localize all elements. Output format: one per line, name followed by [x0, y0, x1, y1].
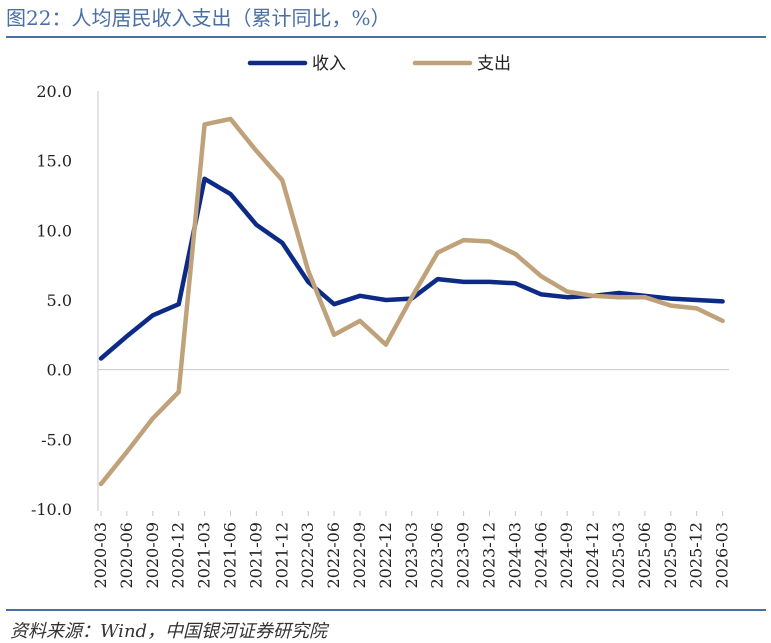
footer-rule	[6, 609, 766, 611]
x-tick-label: 2023-03	[402, 522, 421, 588]
y-tick-label: 20.0	[36, 82, 72, 101]
x-tick-label: 2024-09	[557, 522, 576, 588]
x-tick-label: 2020-06	[117, 522, 136, 588]
x-tick-label: 2024-06	[531, 522, 550, 588]
x-tick-label: 2021-09	[246, 522, 265, 588]
x-tick-label: 2022-12	[376, 522, 395, 588]
x-tick-label: 2022-03	[298, 522, 317, 588]
legend-label-income: 收入	[312, 54, 346, 74]
x-tick-label: 2024-12	[583, 522, 602, 588]
x-tick-label: 2025-06	[635, 522, 654, 588]
y-tick-label: 10.0	[36, 221, 72, 240]
series-line-income	[101, 179, 723, 359]
source-note: 资料来源：Wind，中国银河证券研究院	[10, 617, 327, 643]
x-tick-label: 2020-09	[143, 522, 162, 588]
x-tick-label: 2021-03	[195, 522, 214, 588]
x-tick-label: 2025-12	[687, 522, 706, 588]
x-tick-label: 2022-06	[324, 522, 343, 588]
x-tick-label: 2021-06	[221, 522, 240, 588]
y-axis: 20.0 15.0 10.0 5.0 0.0 -5.0 -10.0	[31, 82, 98, 519]
legend-label-expense: 支出	[477, 54, 511, 74]
series-group	[101, 119, 723, 484]
series-line-expense	[101, 119, 723, 484]
x-axis: 2020-03 2020-06 2020-09 2020-12 2021-03 2021-…	[91, 370, 732, 589]
x-tick-label: 2024-03	[505, 522, 524, 588]
x-tick-label: 2020-12	[169, 522, 188, 588]
y-tick-label: 0.0	[47, 361, 72, 380]
x-tick-label: 2023-06	[428, 522, 447, 588]
x-tick-label: 2020-03	[91, 522, 110, 588]
x-tick-label: 2025-09	[661, 522, 680, 588]
y-tick-label: -5.0	[41, 430, 72, 449]
x-tick-label: 2023-12	[480, 522, 499, 588]
x-tick-label: 2021-12	[272, 522, 291, 588]
x-tick-label: 2025-03	[609, 522, 628, 588]
legend: 收入 支出	[250, 54, 511, 74]
y-tick-label: 5.0	[47, 291, 72, 310]
x-tick-label: 2026-03	[713, 522, 732, 588]
x-tick-label: 2023-09	[454, 522, 473, 588]
x-tick-label: 2022-09	[350, 522, 369, 588]
y-tick-label: -10.0	[31, 500, 72, 519]
y-tick-label: 15.0	[36, 152, 72, 171]
